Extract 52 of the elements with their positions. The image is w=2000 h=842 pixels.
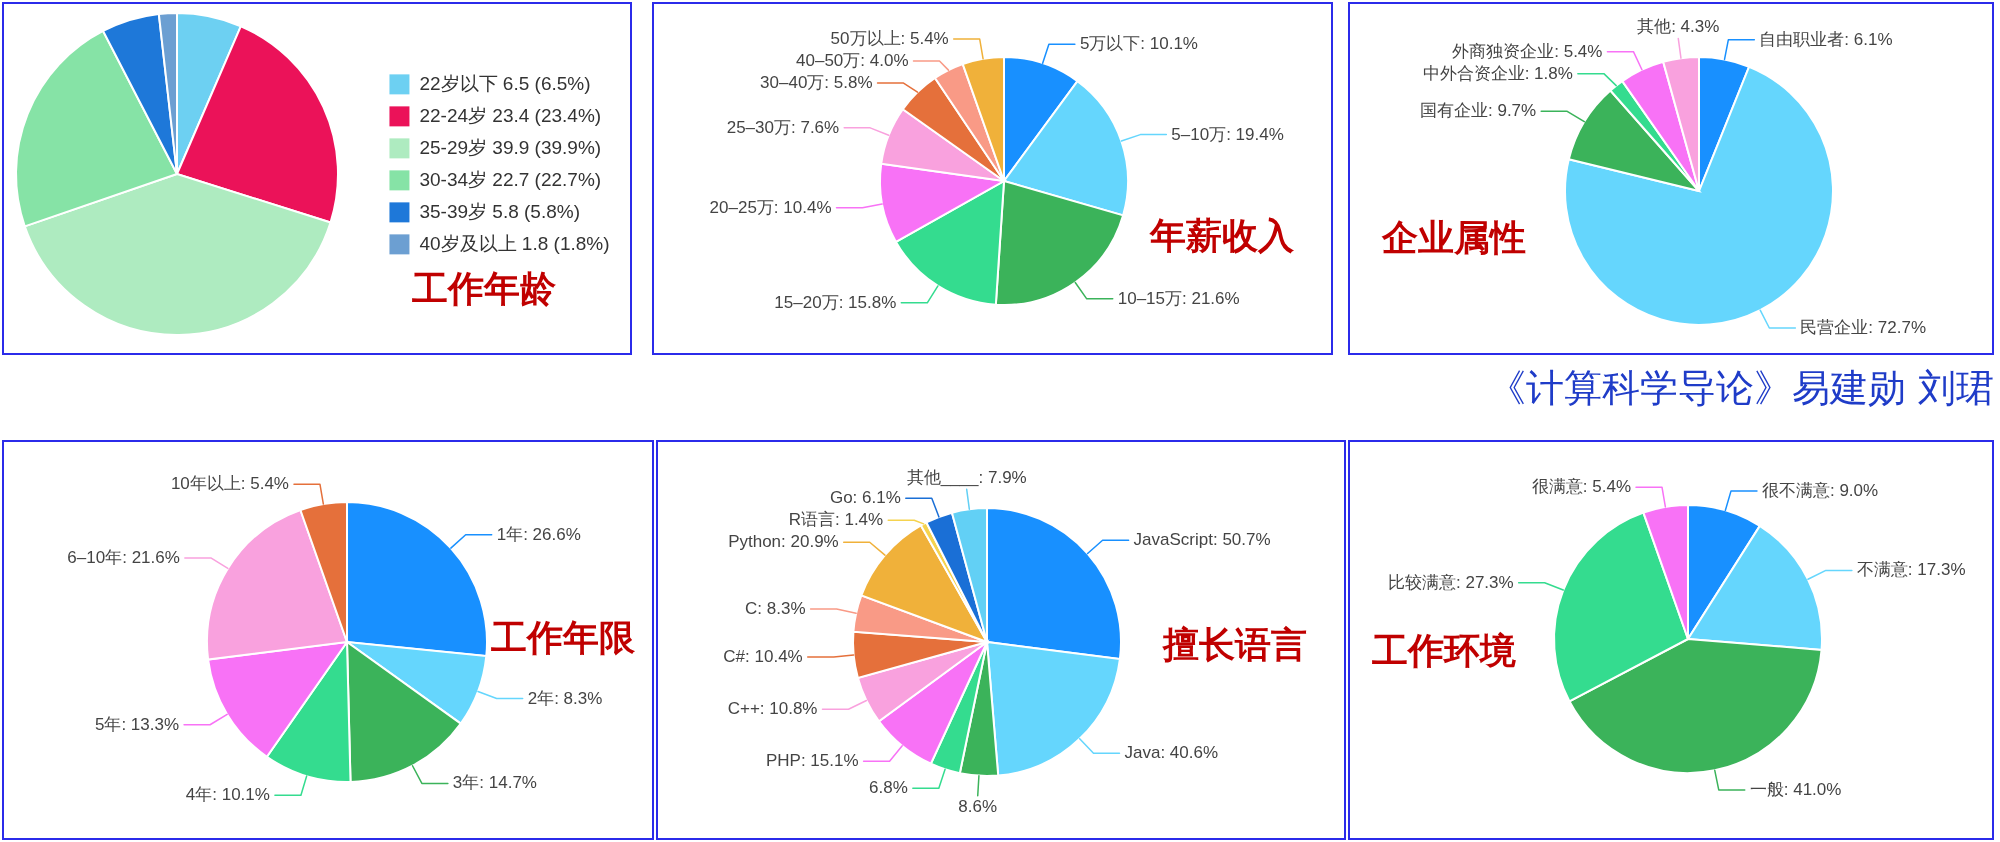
slice-label: 5年: 13.3% [94,714,180,734]
legend-label: 30-34岁 22.7 (22.7%) [419,169,602,191]
slice-label: R语言: 1.4% [788,510,884,530]
text: 企业属性 [1381,217,1526,258]
slice-label: 6–10年: 21.6% [67,547,180,567]
slice-label: 外商独资企业: 5.4% [1452,41,1603,61]
slice-label: 40–50万: 4.0% [796,51,909,71]
slice-label: 4年: 10.1% [185,785,270,805]
slice-label: 自由职业者: 6.1% [1759,29,1893,49]
slice-label: 30–40万: 5.8% [760,73,873,93]
text: 工作环境 [1372,630,1516,671]
legend-label: 22岁以下 6.5 (6.5%) [419,73,591,95]
slice-label: 很不满意: 9.0% [1761,481,1879,501]
slice-label: 民营企业: 72.7% [1800,317,1926,337]
slice-label: 1年: 26.6% [496,524,581,544]
text: 工作年限 [491,617,636,658]
text: 工作年龄 [412,268,556,309]
slice-label: 其他: 4.3% [1637,17,1720,37]
slice-label: 不满意: 17.3% [1856,560,1966,580]
slice-label: PHP: 15.1% [765,751,859,771]
slice-label: 20–25万: 10.4% [709,197,832,217]
slice-label: C++: 10.8% [727,699,818,719]
legend-label: 35-39岁 5.8 (5.8%) [419,201,580,223]
slice-label: 10年以上: 5.4% [170,474,289,494]
slice-label: 中外合资企业: 1.8% [1422,63,1573,83]
slice-label: 25–30万: 7.6% [726,117,840,137]
slice-label: C: 8.3% [745,598,806,618]
slice-label: 2年: 8.3% [527,688,603,708]
text: 擅长语言 [1162,624,1307,665]
slice-label: 国有企业: 9.7% [1419,101,1537,121]
text: 年薪收入 [1149,215,1295,256]
slice-label: C#: 10.4% [723,646,803,666]
slice-label: 5–10万: 19.4% [1171,124,1284,144]
text: 《计算科学导论》易建勋 刘珺 [1487,365,1994,411]
slice-label: 其他____: 7.9% [906,468,1027,488]
slice-label: Go: 6.1% [829,488,901,508]
slice-label: Python: 20.9% [728,532,839,552]
slice-label: 5万以下: 10.1% [1079,34,1198,54]
slice-label: 很满意: 5.4% [1531,477,1631,497]
slice-label: 15–20万: 15.8% [774,292,897,312]
slice-label: 3年: 14.7% [452,773,537,793]
slice-label: Java: 40.6% [1124,743,1219,763]
data-label: 6.8% [869,778,908,798]
slice-label: 比较满意: 27.3% [1387,572,1514,592]
slice-label: 50万以上: 5.4% [830,29,949,49]
slice-label: JavaScript: 50.7% [1133,530,1271,550]
slice-label: 10–15万: 21.6% [1117,288,1240,308]
data-label: 8.6% [958,796,998,816]
legend-label: 25-29岁 39.9 (39.9%) [419,137,602,159]
legend-label: 40岁及以上 1.8 (1.8%) [419,233,610,255]
legend-label: 22-24岁 23.4 (23.4%) [419,105,602,127]
slice-label: 一般: 41.0% [1749,779,1842,799]
